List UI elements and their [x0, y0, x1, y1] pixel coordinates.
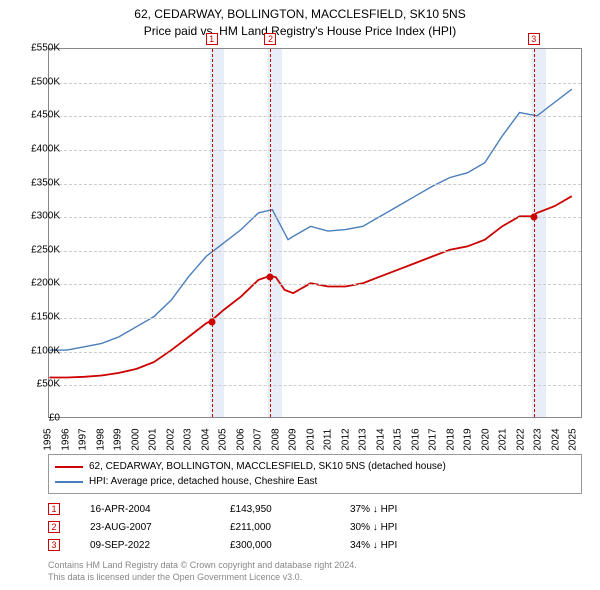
gridline: [49, 83, 581, 84]
legend-row: 62, CEDARWAY, BOLLINGTON, MACCLESFIELD, …: [55, 459, 575, 474]
sale-diff: 34% ↓ HPI: [350, 540, 470, 551]
legend-swatch: [55, 466, 83, 468]
legend-row: HPI: Average price, detached house, Ches…: [55, 474, 575, 489]
y-axis-label: £300K: [10, 211, 60, 222]
sale-price: £211,000: [230, 522, 350, 533]
sale-marker: 1: [206, 33, 218, 45]
x-axis-label: 1997: [78, 425, 89, 455]
footer-text: Contains HM Land Registry data © Crown c…: [48, 560, 357, 583]
sale-diff: 37% ↓ HPI: [350, 504, 470, 515]
gridline: [49, 116, 581, 117]
legend-label: 62, CEDARWAY, BOLLINGTON, MACCLESFIELD, …: [89, 459, 446, 474]
x-axis-label: 2005: [218, 425, 229, 455]
x-axis-label: 2013: [358, 425, 369, 455]
gridline: [49, 318, 581, 319]
x-axis-label: 2014: [375, 425, 386, 455]
title-line-2: Price paid vs. HM Land Registry's House …: [0, 23, 600, 40]
x-axis-label: 2002: [165, 425, 176, 455]
series-hpi: [49, 89, 571, 350]
sale-dot: [267, 274, 274, 281]
legend-label: HPI: Average price, detached house, Ches…: [89, 474, 317, 489]
sale-diff: 30% ↓ HPI: [350, 522, 470, 533]
y-axis-label: £550K: [10, 43, 60, 54]
legend-box: 62, CEDARWAY, BOLLINGTON, MACCLESFIELD, …: [48, 454, 582, 494]
x-axis-label: 2007: [253, 425, 264, 455]
sale-number-box: 1: [48, 503, 60, 515]
sale-price: £300,000: [230, 540, 350, 551]
x-axis-label: 1999: [113, 425, 124, 455]
gridline: [49, 385, 581, 386]
x-axis-label: 2008: [270, 425, 281, 455]
sale-row: 3 09-SEP-2022£300,00034% ↓ HPI: [48, 536, 582, 554]
sale-date: 23-AUG-2007: [90, 522, 230, 533]
x-axis-label: 1998: [95, 425, 106, 455]
y-axis-label: £100K: [10, 345, 60, 356]
x-axis-label: 2006: [235, 425, 246, 455]
sale-dot: [530, 214, 537, 221]
title-line-1: 62, CEDARWAY, BOLLINGTON, MACCLESFIELD, …: [0, 6, 600, 23]
y-axis-label: £150K: [10, 312, 60, 323]
x-axis-label: 2010: [305, 425, 316, 455]
sale-marker: 2: [264, 33, 276, 45]
x-axis-label: 2021: [498, 425, 509, 455]
x-axis-label: 2004: [200, 425, 211, 455]
y-axis-label: £0: [10, 413, 60, 424]
sale-row: 2 23-AUG-2007£211,00030% ↓ HPI: [48, 518, 582, 536]
x-axis-label: 2025: [568, 425, 579, 455]
y-axis-label: £400K: [10, 143, 60, 154]
x-axis-label: 2019: [463, 425, 474, 455]
x-axis-label: 2003: [183, 425, 194, 455]
y-axis-label: £50K: [10, 379, 60, 390]
series-property: [49, 196, 571, 377]
gridline: [49, 150, 581, 151]
sale-vline: [534, 49, 535, 417]
chart-area: 123: [48, 48, 582, 418]
sale-marker: 3: [528, 33, 540, 45]
y-axis-label: £350K: [10, 177, 60, 188]
x-axis-label: 2001: [148, 425, 159, 455]
legend-swatch: [55, 481, 83, 483]
sale-price: £143,950: [230, 504, 350, 515]
x-axis-label: 2022: [515, 425, 526, 455]
sale-number-box: 2: [48, 521, 60, 533]
gridline: [49, 217, 581, 218]
x-axis-label: 1996: [60, 425, 71, 455]
sale-number-box: 3: [48, 539, 60, 551]
x-axis-label: 2023: [533, 425, 544, 455]
x-axis-label: 2012: [340, 425, 351, 455]
sale-vline: [212, 49, 213, 417]
footer-line-2: This data is licensed under the Open Gov…: [48, 572, 357, 584]
x-axis-label: 2024: [550, 425, 561, 455]
x-axis-label: 1995: [43, 425, 54, 455]
chart-svg: [49, 49, 581, 417]
y-axis-label: £450K: [10, 110, 60, 121]
footer-line-1: Contains HM Land Registry data © Crown c…: [48, 560, 357, 572]
x-axis-label: 2011: [323, 425, 334, 455]
x-axis-label: 2017: [428, 425, 439, 455]
gridline: [49, 352, 581, 353]
x-axis-label: 2018: [445, 425, 456, 455]
x-axis-label: 2020: [480, 425, 491, 455]
gridline: [49, 184, 581, 185]
x-axis-label: 2016: [410, 425, 421, 455]
title-block: 62, CEDARWAY, BOLLINGTON, MACCLESFIELD, …: [0, 0, 600, 40]
sale-date: 16-APR-2004: [90, 504, 230, 515]
chart-container: 62, CEDARWAY, BOLLINGTON, MACCLESFIELD, …: [0, 0, 600, 590]
x-axis-label: 2015: [393, 425, 404, 455]
sale-dot: [208, 319, 215, 326]
y-axis-label: £500K: [10, 76, 60, 87]
gridline: [49, 251, 581, 252]
gridline: [49, 284, 581, 285]
sale-date: 09-SEP-2022: [90, 540, 230, 551]
y-axis-label: £200K: [10, 278, 60, 289]
sale-row: 1 16-APR-2004£143,95037% ↓ HPI: [48, 500, 582, 518]
x-axis-label: 2009: [288, 425, 299, 455]
x-axis-label: 2000: [130, 425, 141, 455]
y-axis-label: £250K: [10, 244, 60, 255]
sales-table: 1 16-APR-2004£143,95037% ↓ HPI 2 23-AUG-200…: [48, 500, 582, 554]
sale-vline: [270, 49, 271, 417]
